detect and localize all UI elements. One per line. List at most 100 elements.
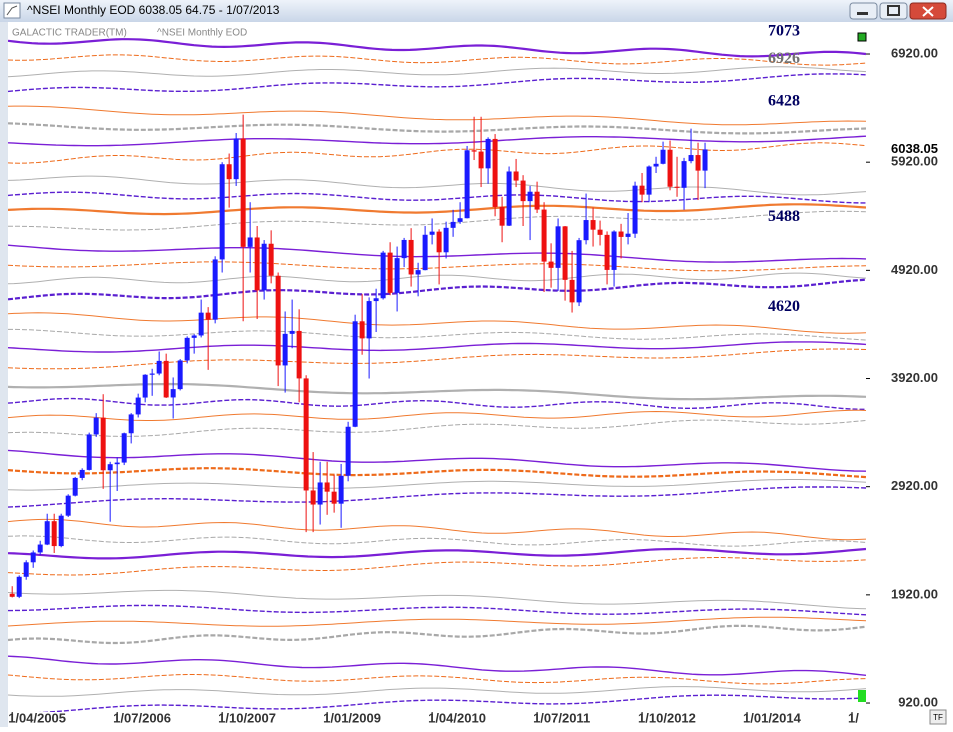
candle-body (135, 397, 141, 415)
y-tick-label: 920.00 (898, 694, 938, 709)
harmonic-line (8, 203, 866, 216)
harmonic-line (8, 479, 866, 491)
harmonic-line (8, 449, 866, 472)
title-bar (0, 0, 953, 22)
candle-body (149, 373, 155, 375)
level-label: 5488 (768, 208, 800, 225)
x-tick-label: 1/01/2009 (323, 710, 381, 725)
candle-body (128, 414, 134, 434)
candle-body (352, 321, 358, 427)
candle-body (583, 220, 589, 241)
candle-body (632, 185, 638, 234)
harmonic-line (8, 328, 866, 341)
candle-body (674, 186, 680, 188)
candle-body (611, 231, 617, 270)
minimize-button[interactable] (849, 2, 878, 20)
harmonic-line (8, 210, 866, 231)
y-tick-label: 4920.00 (891, 262, 938, 277)
level-label: 6428 (768, 92, 800, 109)
chart-subtitle: ^NSEI Monthly EOD (157, 28, 247, 39)
candle-body (429, 231, 435, 235)
marker (857, 32, 867, 42)
candle-body (625, 233, 631, 237)
candle-body (702, 149, 708, 171)
harmonic-line (8, 348, 866, 370)
candle-body (163, 360, 169, 398)
candle-body (44, 521, 50, 545)
candle-body (464, 150, 470, 219)
tf-button[interactable] (929, 709, 947, 725)
candle-body (184, 337, 190, 361)
candle-body (492, 138, 498, 207)
candle-body (156, 360, 162, 374)
candle-body (247, 237, 253, 247)
candle-body (457, 218, 463, 222)
y-tick-label: 3920.00 (891, 370, 938, 385)
candle-body (198, 312, 204, 336)
candle-body (555, 226, 561, 268)
candle-body (639, 185, 645, 195)
harmonic-line (8, 341, 866, 353)
x-tick-label: 1/01/2014 (743, 710, 802, 725)
window-title: ^NSEI Monthly EOD 6038.05 64.75 - 1/07/2… (27, 3, 280, 17)
harmonic-line (8, 142, 866, 164)
harmonic-line (8, 419, 866, 437)
candle-body (380, 252, 386, 299)
candle-body (114, 462, 120, 465)
harmonic-line (8, 686, 866, 697)
candle-body (485, 138, 491, 169)
candle-body (604, 234, 610, 270)
candle-body (443, 227, 449, 253)
harmonic-line (8, 278, 866, 301)
candle-body (268, 243, 274, 276)
candle-body (93, 417, 99, 435)
price-axis (866, 22, 953, 727)
candle-body (478, 151, 484, 169)
candle-body (23, 562, 29, 577)
harmonic-line (8, 312, 866, 334)
candle-body (30, 552, 36, 563)
candle-body (401, 239, 407, 259)
harmonic-line (8, 535, 866, 547)
candle-body (534, 191, 540, 210)
x-tick-label: 1/10/2007 (218, 710, 276, 725)
candle-body (9, 593, 15, 597)
candle-body (100, 417, 106, 471)
candle-body (366, 301, 372, 339)
level-label: 4620 (768, 298, 800, 315)
harmonic-line (8, 261, 866, 272)
app-icon (3, 2, 21, 19)
candle-body (86, 434, 92, 470)
candle-body (317, 482, 323, 505)
candle-body (345, 426, 351, 476)
harmonic-line (8, 66, 866, 78)
candle-body (422, 234, 428, 271)
candle-body (282, 333, 288, 366)
candle-body (499, 206, 505, 226)
harmonic-line (8, 73, 866, 93)
candle-body (142, 374, 148, 398)
candle-body (653, 163, 659, 167)
candle-body (58, 515, 64, 547)
level-label: 6926 (768, 50, 800, 67)
harmonic-line (8, 604, 866, 616)
candle-body (597, 229, 603, 235)
chart-title: GALACTIC TRADER(TM) (12, 28, 127, 39)
harmonic-line (8, 557, 866, 576)
maximize-button[interactable] (879, 2, 908, 20)
candle-body (254, 237, 260, 291)
candle-body (695, 155, 701, 171)
candle-body (219, 164, 225, 260)
harmonic-line (8, 272, 866, 285)
tf-label[interactable]: TF (933, 713, 943, 722)
last-price-label: 6038.05 (891, 141, 938, 156)
candle-body (359, 321, 365, 339)
candle-body (415, 270, 421, 275)
candle-body (681, 161, 687, 188)
candle-body (331, 491, 337, 504)
candle-body (226, 164, 232, 180)
candle-body (373, 298, 379, 302)
candle-body (569, 279, 575, 303)
harmonic-line (8, 122, 866, 135)
harmonic-line (8, 54, 866, 66)
